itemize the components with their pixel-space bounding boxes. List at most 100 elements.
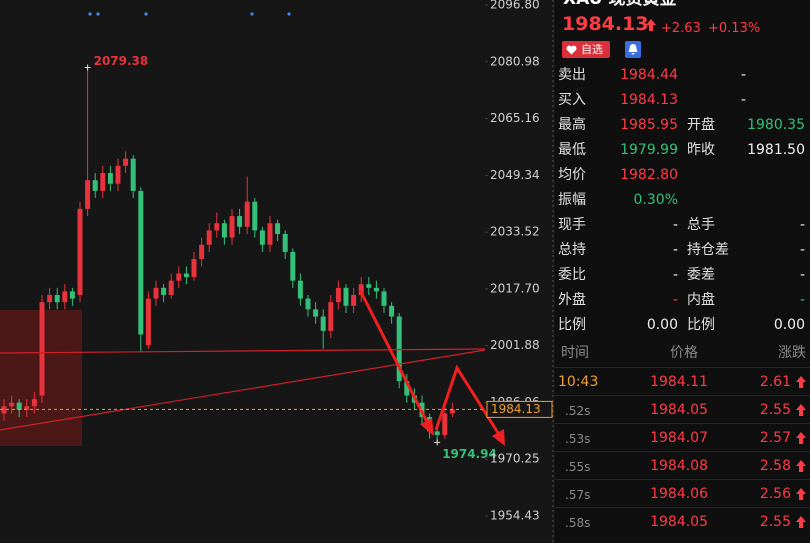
candle-body — [115, 165, 121, 184]
candle-body — [267, 223, 273, 245]
dot — [287, 12, 291, 16]
low-label: 1974.94 — [442, 447, 497, 461]
candle-body — [343, 287, 349, 306]
row-value: - — [672, 292, 678, 308]
row-label: 开盘 — [687, 117, 715, 133]
candle-body — [153, 287, 159, 299]
candle-body — [24, 406, 30, 410]
chart: 2079.38 1974.94 2096.80 2080.98 2065.16 204… — [0, 0, 555, 543]
row-value: - — [799, 242, 805, 258]
trade-time: .52s — [565, 404, 591, 418]
arrow-line — [434, 364, 502, 437]
last-price-tag: 1984.13 — [491, 402, 541, 416]
candle-body — [1, 406, 7, 414]
y-tick-label: 2001.88 — [490, 338, 540, 352]
candle-body — [244, 201, 250, 227]
row-label: 买入 — [558, 92, 586, 108]
up-arrow — [796, 432, 806, 444]
candle-body — [92, 180, 98, 191]
price-change-pct: +0.13% — [708, 21, 761, 36]
candle-body — [123, 158, 129, 166]
instrument-name: XAU 现货黄金 — [563, 0, 676, 8]
trend-line — [0, 348, 486, 354]
y-tick-label: 2017.70 — [490, 281, 540, 295]
row-value: - — [672, 242, 678, 258]
indicator-dots — [88, 12, 291, 16]
candle-body — [47, 295, 53, 303]
trade-change: 2.57 — [759, 430, 791, 446]
candle-body — [442, 413, 448, 435]
y-tick-label: 2096.80 — [490, 0, 540, 12]
row-separator — [555, 479, 810, 480]
candle-body — [176, 273, 182, 281]
row-volume: - — [741, 92, 747, 108]
price-change: +2.63 — [661, 21, 701, 36]
trade-change: 2.56 — [759, 486, 791, 502]
high-marker — [84, 64, 91, 71]
candle-body — [168, 280, 174, 296]
candle-body — [31, 399, 37, 407]
candle-body — [282, 233, 288, 252]
column-header: 涨跌 — [778, 345, 806, 361]
dot — [88, 12, 92, 16]
y-tick-label: 2080.98 — [490, 54, 540, 68]
trade-time: .53s — [565, 432, 591, 446]
dot — [144, 12, 148, 16]
column-header: 价格 — [670, 345, 698, 361]
high-label: 2079.38 — [94, 54, 149, 68]
candle-body — [183, 273, 189, 278]
row-label: 总持 — [558, 242, 586, 258]
row-value: 1979.99 — [620, 142, 678, 158]
trade-price: 1984.05 — [650, 402, 708, 418]
candle-body — [396, 316, 402, 382]
y-tick-label: 1954.43 — [490, 509, 540, 523]
row-value: 1984.44 — [620, 67, 678, 83]
row-label: 委比 — [558, 267, 586, 283]
last-price-box — [486, 400, 553, 418]
trend-line — [0, 349, 486, 431]
candle-body — [275, 223, 281, 234]
candle-body — [297, 280, 303, 299]
row-label: 均价 — [558, 167, 586, 183]
up-arrow — [796, 516, 806, 528]
y-tick-label: 1970.25 — [490, 452, 540, 466]
alert-button[interactable] — [625, 41, 641, 58]
candle-body — [305, 298, 311, 310]
column-header: 时间 — [561, 345, 589, 361]
watch-label: 自选 — [581, 43, 603, 56]
candle-body — [335, 287, 341, 303]
low-marker — [434, 439, 441, 446]
candle-body — [252, 201, 258, 231]
row-label: 总手 — [687, 217, 715, 233]
row-label: 昨收 — [687, 142, 715, 158]
candle-body — [62, 291, 68, 303]
candle-body — [100, 172, 106, 191]
row-separator — [555, 423, 810, 424]
row-value: 0.00 — [773, 317, 805, 333]
watch-button[interactable]: 自选 — [562, 41, 610, 58]
candle-body — [373, 287, 379, 292]
row-value: - — [799, 292, 805, 308]
row-label: 内盘 — [687, 292, 715, 308]
trade-time: .58s — [565, 516, 591, 530]
y-tick-label: 2065.16 — [490, 111, 540, 125]
heart-icon — [566, 45, 577, 55]
up-arrow — [796, 488, 806, 500]
candle-body — [229, 216, 235, 238]
candle-body — [328, 302, 334, 331]
candle-body — [290, 251, 296, 281]
row-label: 持仓差 — [687, 242, 729, 258]
row-value: 1981.50 — [747, 142, 805, 158]
y-tick-label: 2049.34 — [490, 168, 540, 182]
candle-body — [313, 309, 319, 317]
row-value: 1980.35 — [747, 117, 805, 133]
trade-change: 2.55 — [759, 402, 791, 418]
trade-change: 2.55 — [759, 514, 791, 530]
candle-body — [9, 402, 15, 407]
trade-change: 2.58 — [759, 458, 791, 474]
candle-body — [85, 180, 91, 209]
row-label: 振幅 — [558, 192, 586, 208]
dot — [250, 12, 254, 16]
candle-body — [69, 291, 75, 299]
row-label: 委差 — [687, 267, 715, 283]
